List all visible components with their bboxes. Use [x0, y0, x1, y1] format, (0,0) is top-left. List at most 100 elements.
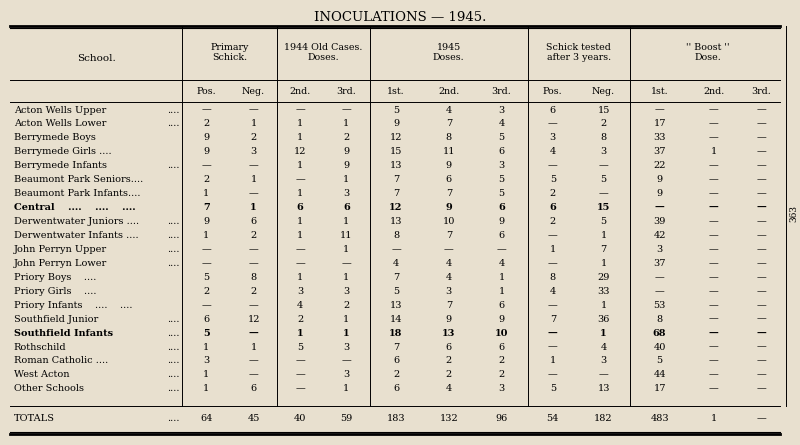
Text: ....: .... [166, 217, 179, 226]
Text: 53: 53 [654, 301, 666, 310]
Text: 6: 6 [498, 343, 505, 352]
Text: 9: 9 [203, 217, 210, 226]
Text: Rothschild: Rothschild [14, 343, 66, 352]
Text: 1: 1 [203, 384, 210, 393]
Text: 4: 4 [601, 343, 606, 352]
Text: 14: 14 [390, 315, 402, 324]
Text: 1: 1 [250, 119, 257, 129]
Text: 3: 3 [601, 356, 606, 365]
Text: 7: 7 [446, 189, 452, 198]
Text: 6: 6 [250, 217, 257, 226]
Text: 1: 1 [297, 119, 303, 129]
Text: —: — [548, 328, 558, 338]
Text: 6: 6 [446, 343, 452, 352]
Text: 1: 1 [601, 301, 606, 310]
Text: 132: 132 [439, 414, 458, 423]
Text: 1: 1 [343, 217, 350, 226]
Text: Priory Infants    ....    ....: Priory Infants .... .... [14, 301, 132, 310]
Text: 4: 4 [550, 287, 556, 296]
Text: —: — [709, 328, 718, 338]
Text: ....: .... [166, 315, 179, 324]
Text: —: — [709, 315, 718, 324]
Text: 13: 13 [390, 161, 402, 170]
Text: 7: 7 [446, 231, 452, 240]
Text: 2: 2 [550, 189, 556, 198]
Text: —: — [757, 175, 766, 184]
Text: 3: 3 [203, 356, 210, 365]
Text: 2: 2 [250, 231, 257, 240]
Text: 1st.: 1st. [387, 87, 405, 96]
Text: 6: 6 [498, 203, 505, 212]
Text: —: — [709, 105, 718, 114]
Text: 1st.: 1st. [650, 87, 669, 96]
Text: 45: 45 [247, 414, 260, 423]
Text: —: — [654, 203, 665, 212]
Text: ....: .... [166, 231, 179, 240]
Text: —: — [654, 287, 665, 296]
Text: 6: 6 [343, 203, 350, 212]
Text: —: — [598, 161, 609, 170]
Text: —: — [757, 328, 766, 338]
Text: 1: 1 [297, 328, 303, 338]
Text: 1: 1 [250, 343, 257, 352]
Text: 1: 1 [343, 119, 350, 129]
Text: 6: 6 [498, 301, 505, 310]
Text: —: — [709, 343, 718, 352]
Text: 4: 4 [297, 301, 303, 310]
Text: —: — [757, 134, 766, 142]
Text: 15: 15 [390, 147, 402, 156]
Text: —: — [249, 161, 258, 170]
Text: ....: .... [166, 356, 179, 365]
Text: 4: 4 [446, 105, 452, 114]
Text: —: — [709, 356, 718, 365]
Text: Other Schools: Other Schools [14, 384, 83, 393]
Text: Schick tested
after 3 years.: Schick tested after 3 years. [546, 43, 611, 62]
Text: —: — [654, 105, 665, 114]
Text: 2: 2 [250, 287, 257, 296]
Text: —: — [249, 328, 258, 338]
Text: —: — [295, 384, 305, 393]
Text: —: — [757, 189, 766, 198]
Text: 3: 3 [343, 370, 350, 380]
Text: 15: 15 [598, 105, 610, 114]
Text: 12: 12 [294, 147, 306, 156]
Text: 8: 8 [393, 231, 399, 240]
Text: 10: 10 [442, 217, 455, 226]
Text: 64: 64 [200, 414, 213, 423]
Text: —: — [709, 245, 718, 254]
Text: Pos.: Pos. [543, 87, 562, 96]
Text: —: — [709, 231, 718, 240]
Text: —: — [709, 370, 718, 380]
Text: 1: 1 [710, 414, 717, 423]
Text: —: — [295, 245, 305, 254]
Text: 9: 9 [498, 315, 505, 324]
Text: Acton Wells Lower: Acton Wells Lower [14, 119, 106, 129]
Text: 42: 42 [654, 231, 666, 240]
Text: 3: 3 [446, 287, 452, 296]
Text: Berrymede Girls ....: Berrymede Girls .... [14, 147, 111, 156]
Text: 7: 7 [203, 203, 210, 212]
Text: 7: 7 [446, 301, 452, 310]
Text: 59: 59 [340, 414, 353, 423]
Text: —: — [202, 301, 211, 310]
Text: 3: 3 [343, 343, 350, 352]
Text: 4: 4 [498, 119, 505, 129]
Text: 9: 9 [446, 315, 452, 324]
Text: 182: 182 [594, 414, 613, 423]
Text: —: — [497, 245, 506, 254]
Text: 5: 5 [203, 273, 210, 282]
Text: —: — [548, 161, 558, 170]
Text: ....: .... [166, 384, 179, 393]
Text: —: — [249, 356, 258, 365]
Text: 6: 6 [498, 147, 505, 156]
Text: ....: .... [166, 414, 179, 423]
Text: Berrymede Boys: Berrymede Boys [14, 134, 95, 142]
Text: 2: 2 [203, 175, 210, 184]
Text: 3: 3 [498, 384, 505, 393]
Text: 5: 5 [498, 189, 505, 198]
Text: 1: 1 [250, 203, 257, 212]
Text: 3: 3 [343, 287, 350, 296]
Text: 12: 12 [390, 134, 402, 142]
Text: 10: 10 [495, 328, 508, 338]
Text: —: — [202, 105, 211, 114]
